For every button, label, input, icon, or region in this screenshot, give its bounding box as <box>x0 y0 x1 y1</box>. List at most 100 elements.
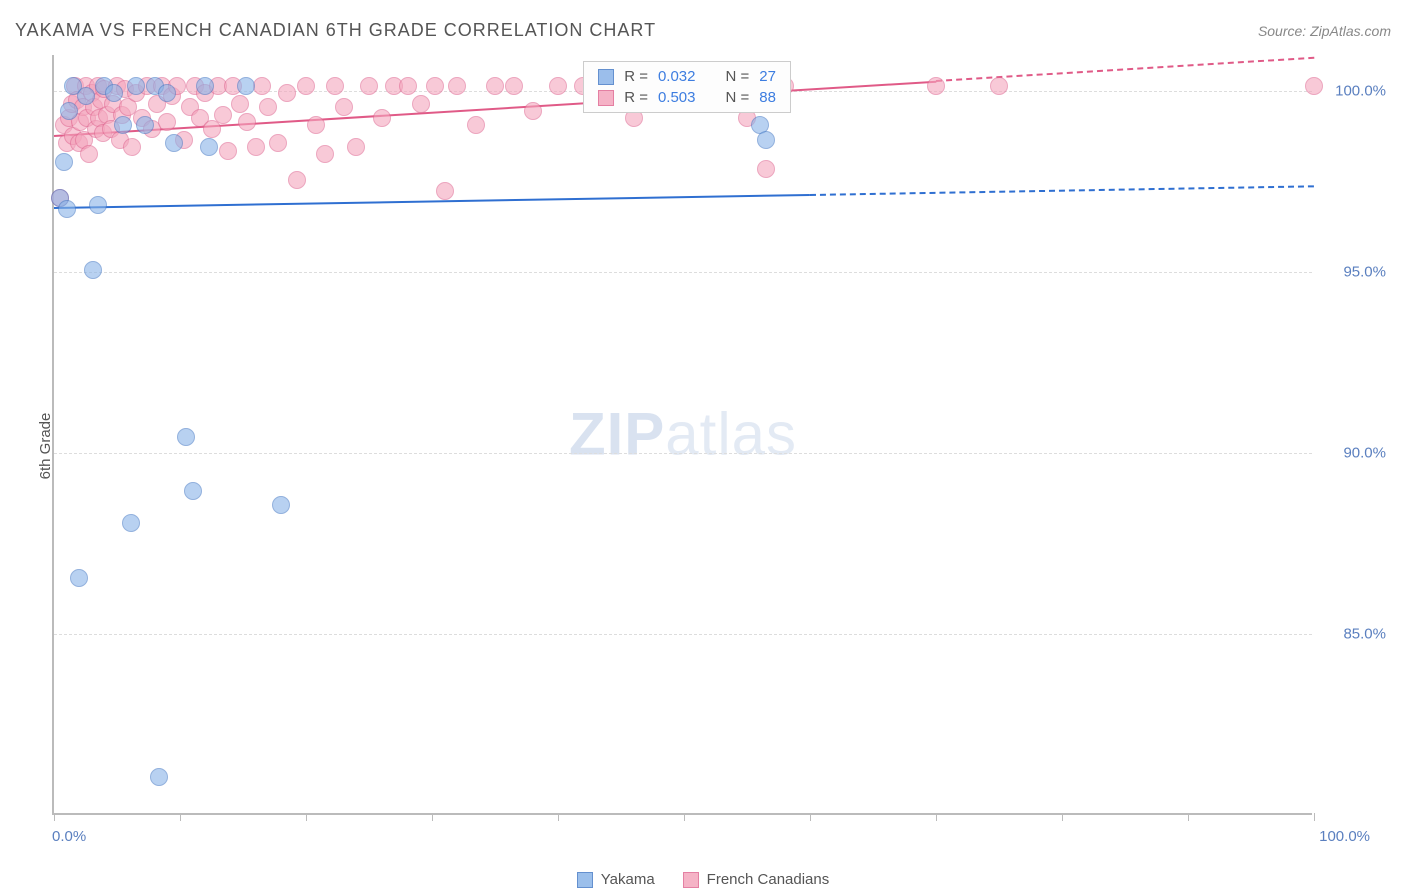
scatter-point <box>426 77 444 95</box>
scatter-point <box>288 171 306 189</box>
scatter-point <box>448 77 466 95</box>
plot-wrapper: ZIPatlas 85.0%90.0%95.0%100.0%R =0.032N … <box>52 55 1312 815</box>
stat-r-value: 0.503 <box>658 89 696 106</box>
y-tick-label: 95.0% <box>1343 264 1386 281</box>
scatter-point <box>165 134 183 152</box>
scatter-point <box>58 200 76 218</box>
scatter-point <box>158 113 176 131</box>
scatter-point <box>184 482 202 500</box>
x-tick <box>936 813 937 821</box>
stat-r-label: R = <box>624 89 648 106</box>
scatter-point <box>89 196 107 214</box>
scatter-point <box>77 87 95 105</box>
scatter-point <box>399 77 417 95</box>
scatter-point <box>200 138 218 156</box>
x-tick <box>180 813 181 821</box>
x-tick <box>1062 813 1063 821</box>
scatter-point <box>158 84 176 102</box>
x-axis-min-label: 0.0% <box>52 828 86 845</box>
scatter-point <box>524 102 542 120</box>
legend-item: French Canadians <box>683 871 830 888</box>
scatter-point <box>927 77 945 95</box>
x-tick <box>1188 813 1189 821</box>
scatter-point <box>278 84 296 102</box>
scatter-point <box>60 102 78 120</box>
scatter-point <box>326 77 344 95</box>
scatter-point <box>84 261 102 279</box>
watermark-suffix: atlas <box>665 401 797 468</box>
scatter-point <box>486 77 504 95</box>
legend-bottom: Yakama French Canadians <box>0 871 1406 888</box>
scatter-point <box>122 514 140 532</box>
scatter-point <box>335 98 353 116</box>
stat-row: R = 0.503 N = 88 <box>598 89 776 106</box>
scatter-point <box>467 116 485 134</box>
scatter-point <box>373 109 391 127</box>
x-tick <box>1314 813 1315 821</box>
scatter-point <box>127 77 145 95</box>
scatter-point <box>316 145 334 163</box>
legend-label: Yakama <box>601 871 655 888</box>
stat-row: R = 0.032 N = 27 <box>598 68 776 85</box>
scatter-point <box>259 98 277 116</box>
scatter-point <box>70 569 88 587</box>
stat-swatch <box>598 69 614 85</box>
trend-line-yakama <box>810 185 1314 196</box>
scatter-point <box>297 77 315 95</box>
scatter-point <box>549 77 567 95</box>
grid-line <box>54 272 1312 273</box>
legend-swatch <box>683 872 699 888</box>
scatter-point <box>177 428 195 446</box>
x-tick <box>54 813 55 821</box>
scatter-point <box>757 160 775 178</box>
stat-swatch <box>598 90 614 106</box>
scatter-point <box>757 131 775 149</box>
legend-item: Yakama <box>577 871 655 888</box>
x-tick <box>306 813 307 821</box>
x-tick <box>810 813 811 821</box>
stat-n-label: N = <box>726 89 750 106</box>
scatter-point <box>436 182 454 200</box>
scatter-point <box>55 153 73 171</box>
grid-line <box>54 453 1312 454</box>
correlation-stat-box: R = 0.032 N = 27 R = 0.503 N = 88 <box>583 61 791 113</box>
trend-line-yakama <box>54 194 810 209</box>
chart-title: YAKAMA VS FRENCH CANADIAN 6TH GRADE CORR… <box>15 20 656 41</box>
stat-r-label: R = <box>624 68 648 85</box>
stat-r-value: 0.032 <box>658 68 696 85</box>
plot-area: ZIPatlas 85.0%90.0%95.0%100.0%R =0.032N … <box>52 55 1312 815</box>
y-tick-label: 100.0% <box>1335 83 1386 100</box>
scatter-point <box>272 496 290 514</box>
scatter-point <box>105 84 123 102</box>
scatter-point <box>238 113 256 131</box>
scatter-point <box>196 77 214 95</box>
scatter-point <box>347 138 365 156</box>
scatter-point <box>123 138 141 156</box>
legend-label: French Canadians <box>707 871 830 888</box>
x-axis-max-label: 100.0% <box>1319 828 1370 845</box>
scatter-point <box>1305 77 1323 95</box>
x-tick <box>558 813 559 821</box>
scatter-point <box>219 142 237 160</box>
scatter-point <box>231 95 249 113</box>
stat-n-value: 88 <box>759 89 776 106</box>
scatter-point <box>114 116 132 134</box>
scatter-point <box>360 77 378 95</box>
scatter-point <box>505 77 523 95</box>
scatter-point <box>990 77 1008 95</box>
watermark: ZIPatlas <box>569 400 797 469</box>
scatter-point <box>214 106 232 124</box>
stat-n-value: 27 <box>759 68 776 85</box>
grid-line <box>54 634 1312 635</box>
scatter-point <box>269 134 287 152</box>
scatter-point <box>307 116 325 134</box>
scatter-point <box>412 95 430 113</box>
source-label: Source: ZipAtlas.com <box>1258 23 1391 39</box>
x-tick <box>432 813 433 821</box>
scatter-point <box>237 77 255 95</box>
scatter-point <box>253 77 271 95</box>
scatter-point <box>136 116 154 134</box>
scatter-point <box>247 138 265 156</box>
scatter-point <box>80 145 98 163</box>
stat-n-label: N = <box>726 68 750 85</box>
